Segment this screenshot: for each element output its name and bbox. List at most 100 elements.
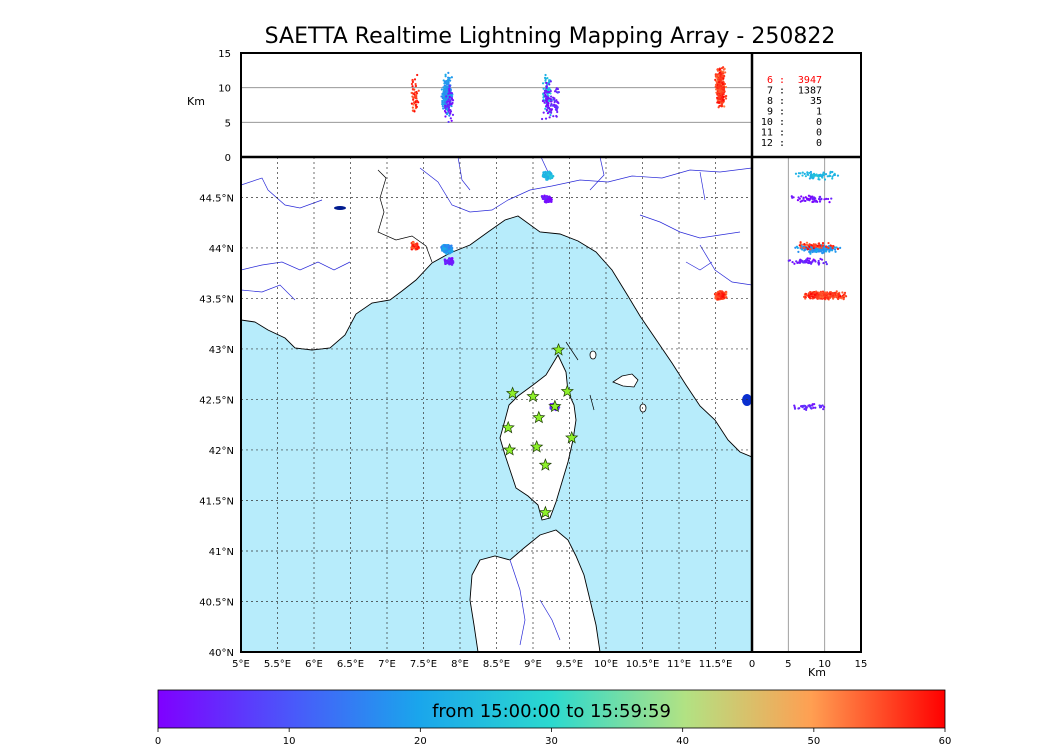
- side-point: [796, 199, 800, 202]
- side-point: [816, 200, 819, 203]
- altitude-point: [721, 98, 724, 101]
- altitude-point: [722, 95, 725, 99]
- side-point: [818, 406, 822, 409]
- lightning-point: [543, 194, 546, 198]
- altitude-point: [717, 106, 720, 109]
- side-point: [821, 252, 824, 255]
- side-point: [831, 170, 834, 174]
- side-point: [803, 295, 806, 298]
- lightning-point: [549, 175, 552, 179]
- station-star: [501, 420, 515, 434]
- altitude-point: [448, 76, 451, 80]
- side-point: [804, 259, 807, 262]
- side-point: [817, 293, 820, 296]
- side-point: [814, 197, 817, 200]
- altitude-point: [556, 101, 559, 104]
- side-point: [811, 177, 815, 180]
- side-point: [795, 245, 799, 248]
- altitude-point: [549, 98, 552, 101]
- altitude-point: [545, 81, 548, 85]
- altitude-point: [547, 102, 550, 105]
- lightning-point: [551, 174, 555, 178]
- side-point: [840, 296, 844, 299]
- side-point: [818, 246, 821, 249]
- altitude-point: [444, 97, 447, 100]
- side-point: [799, 172, 802, 175]
- altitude-point: [724, 71, 727, 74]
- altitude-point: [718, 88, 721, 92]
- altitude-point: [549, 89, 552, 93]
- side-point: [821, 241, 825, 245]
- altitude-point: [446, 100, 449, 103]
- side-point: [818, 178, 821, 181]
- lon-tick-label: 7.5°E: [410, 659, 437, 670]
- lon-tick-label: 9°E: [524, 659, 542, 670]
- lake-2: [334, 206, 346, 210]
- altitude-point: [417, 89, 420, 92]
- side-point: [825, 245, 828, 248]
- altitude-point: [718, 71, 721, 74]
- altitude-point: [448, 100, 451, 103]
- colorbar-tick-label: 60: [939, 736, 952, 747]
- side-point: [818, 195, 821, 199]
- side-point: [826, 197, 830, 201]
- altitude-point: [443, 90, 446, 93]
- altitude-point: [444, 107, 447, 110]
- altitude-point: [553, 105, 557, 109]
- altitude-point: [549, 113, 552, 117]
- lon-tick-label: 5.5°E: [264, 659, 291, 670]
- altitude-point: [444, 73, 447, 76]
- side-point: [817, 291, 820, 294]
- altitude-point: [719, 84, 722, 87]
- station-star: [551, 342, 566, 356]
- side-point: [801, 404, 804, 408]
- altitude-point: [412, 88, 415, 91]
- side-point: [819, 249, 822, 253]
- lightning-point: [410, 246, 413, 249]
- side-point: [830, 197, 833, 200]
- altitude-point: [718, 78, 721, 81]
- lightning-point: [415, 242, 419, 245]
- altitude-point: [411, 109, 414, 112]
- altitude-point: [412, 96, 415, 100]
- side-point: [812, 249, 815, 252]
- side-point: [798, 261, 802, 264]
- side-point: [818, 404, 821, 407]
- count-label: 12 :: [761, 138, 785, 149]
- count-value: 3947: [798, 75, 822, 86]
- lon-tick-label: 11°E: [667, 659, 691, 670]
- side-point: [793, 262, 796, 265]
- altitude-point: [723, 105, 726, 108]
- side-point: [804, 295, 807, 299]
- side-point: [808, 177, 811, 180]
- altitude-point: [411, 80, 414, 84]
- side-point: [831, 175, 834, 178]
- side-point: [809, 294, 812, 298]
- altitude-point: [543, 91, 546, 95]
- altitude-lightning-points: [410, 66, 728, 124]
- altitude-point: [715, 74, 718, 77]
- side-point: [808, 245, 811, 249]
- lat-tick-label: 44°N: [209, 244, 234, 255]
- side-point: [807, 261, 810, 264]
- altitude-point: [443, 104, 447, 107]
- lon-tick-label: 6.5°E: [337, 659, 364, 670]
- side-point: [825, 197, 828, 200]
- side-point: [793, 406, 796, 409]
- station-star: [560, 384, 574, 397]
- side-point: [809, 252, 812, 255]
- altitude-point: [716, 81, 719, 84]
- side-point: [790, 195, 793, 198]
- count-label: 6 :: [767, 75, 785, 86]
- lon-tick-label: 11.5°E: [699, 659, 733, 670]
- side-point: [806, 248, 810, 251]
- altitude-point: [442, 102, 445, 106]
- lightning-point: [415, 245, 418, 248]
- altitude-point: [543, 101, 546, 104]
- colorbar-ticks: 0 10 20 30 40 50 60: [155, 728, 952, 747]
- lightning-point: [545, 195, 548, 199]
- lat-tick-label: 40.5°N: [199, 597, 234, 608]
- altitude-point: [545, 108, 549, 112]
- altitude-point: [448, 84, 451, 87]
- lat-tick-label: 42.5°N: [199, 395, 234, 406]
